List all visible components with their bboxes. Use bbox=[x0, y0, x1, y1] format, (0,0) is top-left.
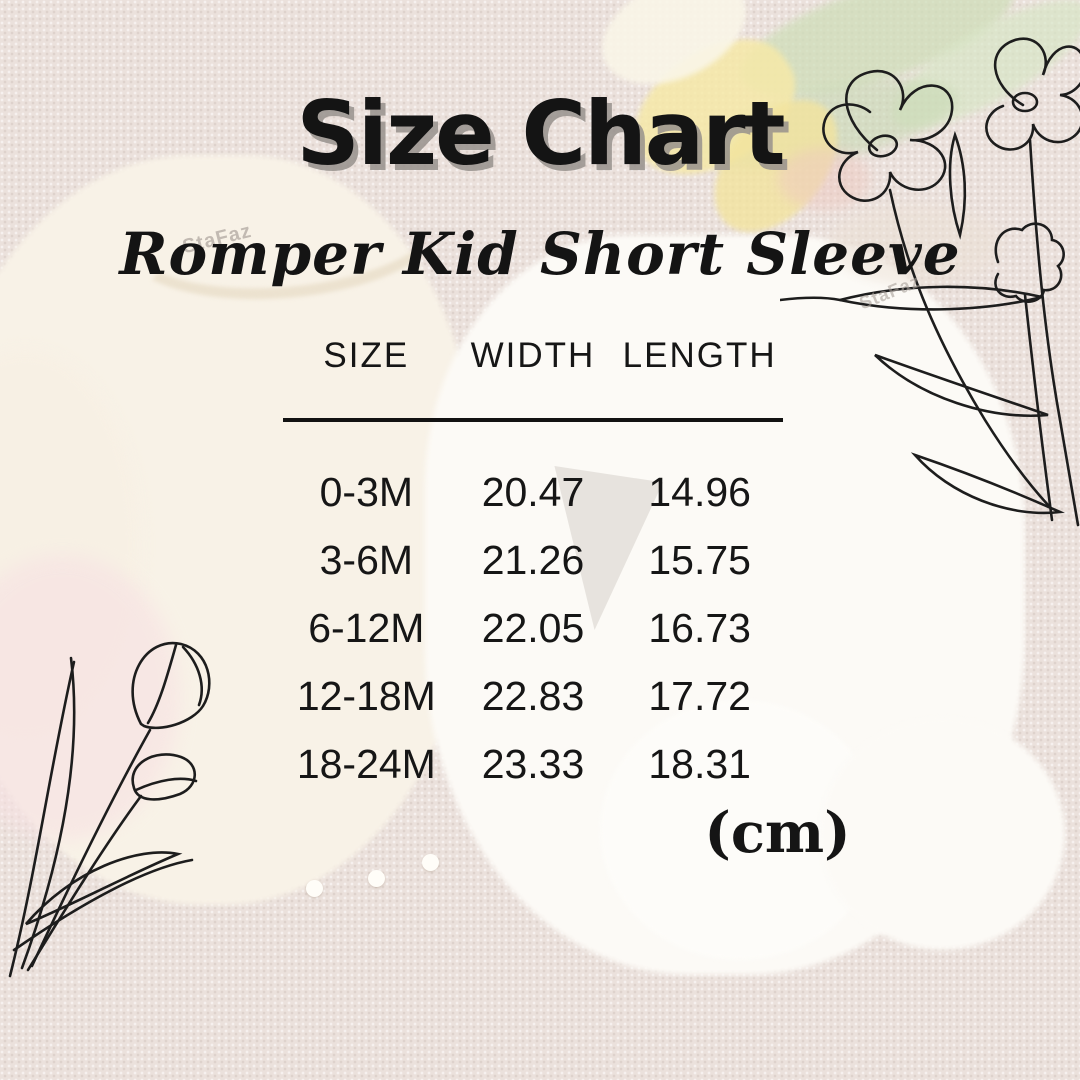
cell-width: 21.26 bbox=[481, 536, 585, 583]
cell-size: 12-18M bbox=[296, 672, 436, 719]
page-title: Size Chart bbox=[296, 82, 785, 185]
table-row: 0-3M 20.47 14.96 bbox=[283, 458, 783, 526]
romper-leg-curve bbox=[820, 718, 1065, 950]
pink-fabric-photo bbox=[0, 555, 180, 840]
tulip-line-art-icon bbox=[8, 641, 211, 978]
romper-snap-button bbox=[368, 870, 385, 887]
size-table: SIZE WIDTH LENGTH 0-3M 20.47 14.96 3-6M … bbox=[283, 332, 783, 798]
unit-note: (cm) bbox=[704, 800, 851, 866]
poppy-flowers-line-art-icon bbox=[780, 37, 1080, 527]
column-header-width: WIDTH bbox=[470, 336, 596, 375]
table-header-row: SIZE WIDTH LENGTH bbox=[283, 332, 783, 380]
table-row: 3-6M 21.26 15.75 bbox=[283, 526, 783, 594]
cell-length: 16.73 bbox=[648, 604, 751, 651]
cell-length: 15.75 bbox=[648, 536, 751, 583]
page-subtitle: Romper Kid Short Sleeve bbox=[119, 220, 961, 288]
cell-width: 23.33 bbox=[481, 740, 585, 787]
cell-size: 6-12M bbox=[308, 604, 425, 651]
cell-length: 14.96 bbox=[648, 468, 751, 515]
romper-collar-shade bbox=[828, 203, 1003, 285]
column-header-length: LENGTH bbox=[622, 336, 777, 375]
romper-snap-button bbox=[422, 854, 439, 871]
cell-width: 22.05 bbox=[481, 604, 585, 651]
romper-snap-button bbox=[306, 880, 323, 897]
cell-size: 0-3M bbox=[319, 468, 414, 515]
table-row: 6-12M 22.05 16.73 bbox=[283, 594, 783, 662]
cell-length: 18.31 bbox=[648, 740, 751, 787]
cell-width: 22.83 bbox=[481, 672, 585, 719]
cell-width: 20.47 bbox=[481, 468, 585, 515]
table-row: 18-24M 23.33 18.31 bbox=[283, 730, 783, 798]
table-body: 0-3M 20.47 14.96 3-6M 21.26 15.75 6-12M … bbox=[283, 458, 783, 798]
cell-size: 18-24M bbox=[296, 740, 436, 787]
cell-size: 3-6M bbox=[319, 536, 414, 583]
cell-length: 17.72 bbox=[648, 672, 751, 719]
table-row: 12-18M 22.83 17.72 bbox=[283, 662, 783, 730]
column-header-size: SIZE bbox=[323, 336, 410, 375]
header-divider-line bbox=[283, 418, 783, 422]
